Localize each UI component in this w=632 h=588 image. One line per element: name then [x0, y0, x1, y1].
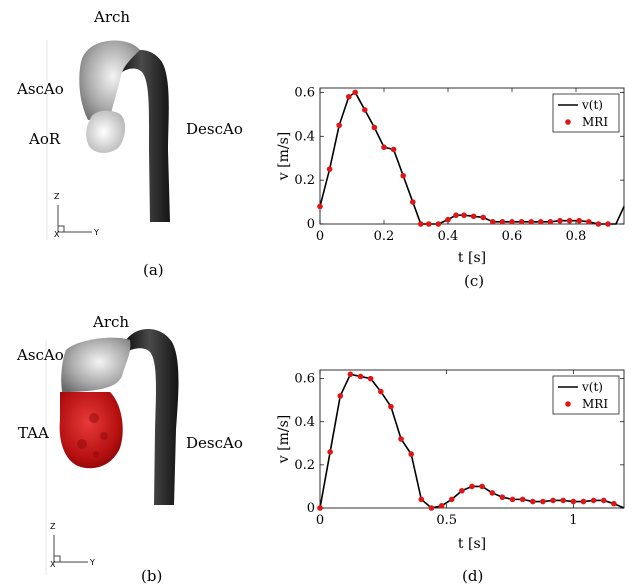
caption-a: (a) — [143, 261, 164, 279]
ascending-aorta-b — [61, 337, 131, 392]
axis-y-b: Y — [90, 558, 95, 567]
caption-d: (d) — [462, 567, 484, 585]
aneurysm-b — [59, 392, 123, 469]
axis-x-a: X — [54, 230, 60, 239]
label-arch-b: Arch — [93, 313, 130, 331]
aortic-root-a — [86, 110, 126, 153]
label-ascao-b: AscAo — [17, 346, 64, 364]
axis-z-a: Z — [54, 192, 60, 201]
axis-triad-b — [45, 340, 88, 575]
label-arch-a: Arch — [94, 8, 131, 26]
axis-x-b: X — [50, 560, 56, 569]
axis-y-a: Y — [94, 228, 99, 237]
label-ascao-a: AscAo — [17, 80, 64, 98]
descending-aorta-a — [118, 49, 170, 222]
caption-c: (c) — [464, 272, 485, 290]
caption-b: (b) — [141, 567, 163, 585]
label-taa-b: TAA — [18, 424, 49, 442]
label-descao-a: DescAo — [186, 120, 243, 138]
label-aor-a: AoR — [29, 130, 61, 148]
axis-z-b: Z — [50, 522, 56, 531]
label-descao-b: DescAo — [186, 434, 243, 452]
descending-aorta-b — [126, 329, 179, 505]
ascending-aorta-a — [79, 40, 140, 120]
axis-triad-a — [46, 40, 92, 240]
